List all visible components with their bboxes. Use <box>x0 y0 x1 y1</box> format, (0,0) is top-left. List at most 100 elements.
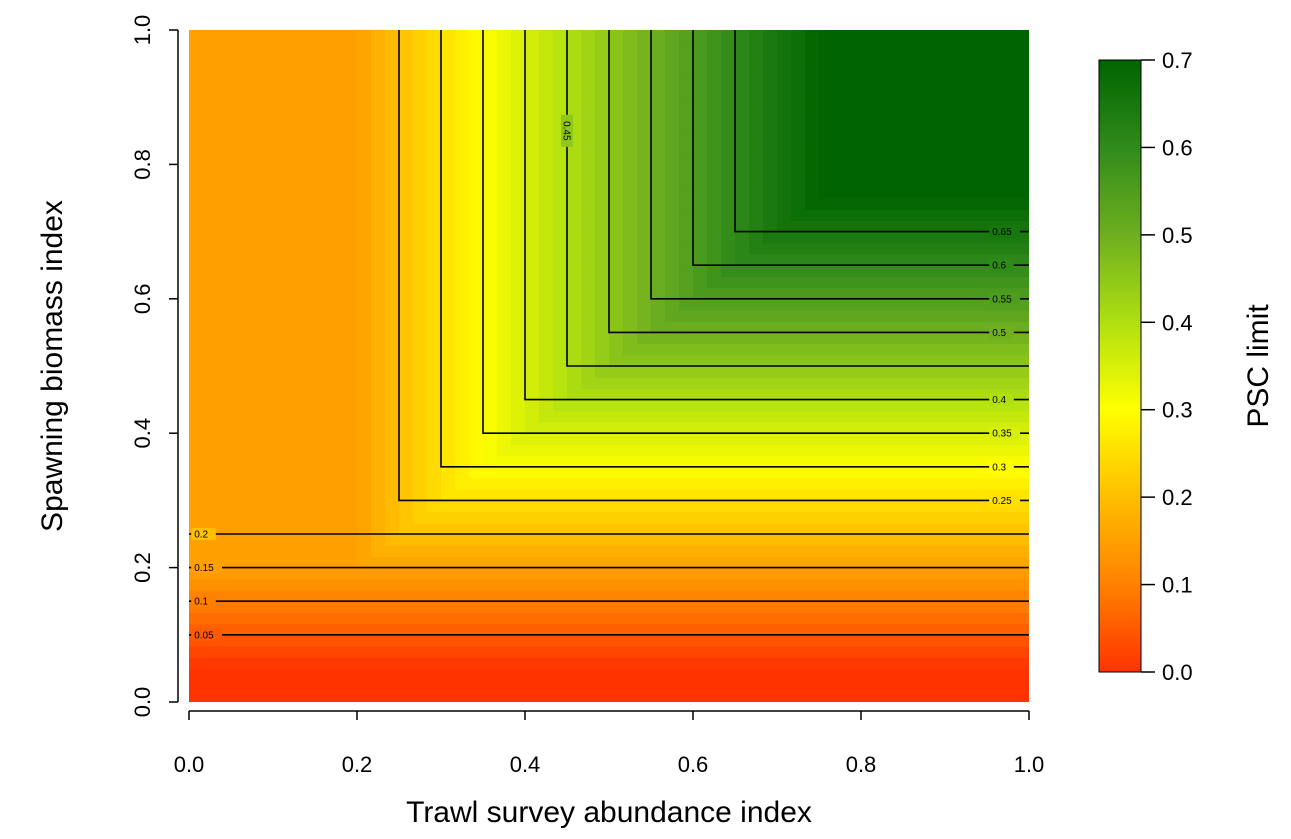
heatmap-cell <box>203 612 218 625</box>
heatmap-cell <box>987 198 1002 210</box>
heatmap-cell <box>665 242 680 255</box>
heatmap-cell <box>609 545 624 557</box>
heatmap-cell <box>315 399 330 412</box>
heatmap-cell <box>567 377 582 389</box>
heatmap-cell <box>735 545 750 557</box>
heatmap-cell <box>903 601 918 613</box>
heatmap-cell <box>959 164 974 177</box>
heatmap-cell <box>329 668 344 681</box>
heatmap-cell <box>343 511 358 524</box>
heatmap-cell <box>763 690 778 702</box>
heatmap-cell <box>889 74 904 87</box>
heatmap-cell <box>385 97 400 109</box>
heatmap-cell <box>469 366 484 378</box>
heatmap-cell <box>343 287 358 300</box>
heatmap-cell <box>1001 623 1016 636</box>
heatmap-cell <box>553 298 568 311</box>
heatmap-cell <box>637 388 652 401</box>
heatmap-cell <box>875 310 890 322</box>
heatmap-cell <box>441 433 456 445</box>
heatmap-cell <box>259 690 274 702</box>
heatmap-cell <box>945 343 960 356</box>
heatmap-cell <box>945 142 960 154</box>
heatmap-cell <box>231 534 246 546</box>
heatmap-cell <box>861 254 876 266</box>
heatmap-cell <box>791 522 806 535</box>
heatmap-cell <box>987 97 1002 109</box>
heatmap-cell <box>805 209 820 221</box>
heatmap-cell <box>441 545 456 557</box>
heatmap-cell <box>847 433 862 445</box>
heatmap-cell <box>861 119 876 132</box>
heatmap-cell <box>973 478 988 490</box>
heatmap-cell <box>609 164 624 177</box>
heatmap-cell <box>483 623 498 636</box>
heatmap-cell <box>567 668 582 681</box>
heatmap-cell <box>385 63 400 76</box>
heatmap-cell <box>861 534 876 546</box>
heatmap-cell <box>805 601 820 613</box>
heatmap-cell <box>623 265 638 277</box>
heatmap-cell <box>889 612 904 625</box>
heatmap-cell <box>931 254 946 266</box>
heatmap-cell <box>273 108 288 121</box>
heatmap-cell <box>861 690 876 702</box>
heatmap-cell <box>749 410 764 423</box>
heatmap-cell <box>889 310 904 322</box>
heatmap-cell <box>791 679 806 692</box>
heatmap-cell <box>595 377 610 389</box>
heatmap-cell <box>273 399 288 412</box>
heatmap-cell <box>693 276 708 289</box>
heatmap-cell <box>525 612 540 625</box>
heatmap-cell <box>1015 422 1029 434</box>
heatmap-cell <box>567 108 582 121</box>
heatmap-cell <box>749 343 764 356</box>
heatmap-cell <box>483 265 498 277</box>
heatmap-cell <box>861 142 876 154</box>
heatmap-cell <box>693 175 708 188</box>
heatmap-cell <box>665 231 680 244</box>
heatmap-cell <box>287 343 302 356</box>
heatmap-cell <box>245 489 260 501</box>
heatmap-cell <box>861 399 876 412</box>
heatmap-cell <box>553 567 568 580</box>
heatmap-cell <box>231 74 246 87</box>
heatmap-cell <box>413 500 428 513</box>
heatmap-cell <box>749 63 764 76</box>
heatmap-cell <box>553 646 568 658</box>
heatmap-cell <box>1015 97 1029 109</box>
heatmap-cell <box>973 343 988 356</box>
heatmap-cell <box>833 668 848 681</box>
heatmap-cell <box>819 142 834 154</box>
heatmap-cell <box>1001 657 1016 669</box>
heatmap-cell <box>329 366 344 378</box>
heatmap-cell <box>847 332 862 345</box>
heatmap-cell <box>763 612 778 625</box>
y-tick-label: 0.2 <box>130 552 155 583</box>
heatmap-cell <box>945 74 960 87</box>
heatmap-cell <box>329 489 344 501</box>
heatmap-cell <box>273 646 288 658</box>
heatmap-cell <box>189 489 204 501</box>
heatmap-cell <box>735 422 750 434</box>
heatmap-cell <box>721 30 736 42</box>
heatmap-cell <box>357 399 372 412</box>
heatmap-cell <box>483 310 498 322</box>
heatmap-cell <box>847 209 862 221</box>
heatmap-cell <box>399 198 414 210</box>
heatmap-cell <box>525 455 540 468</box>
heatmap-cell <box>805 623 820 636</box>
heatmap-cell <box>721 41 736 53</box>
heatmap-cell <box>567 97 582 109</box>
heatmap-cell <box>847 298 862 311</box>
heatmap-cell <box>819 231 834 244</box>
heatmap-cell <box>735 478 750 490</box>
heatmap-cell <box>413 119 428 132</box>
heatmap-cell <box>693 377 708 389</box>
heatmap-cell <box>315 489 330 501</box>
heatmap-cell <box>931 74 946 87</box>
heatmap-cell <box>651 567 666 580</box>
heatmap-cell <box>217 265 232 277</box>
heatmap-cell <box>721 489 736 501</box>
heatmap-cell <box>651 556 666 569</box>
